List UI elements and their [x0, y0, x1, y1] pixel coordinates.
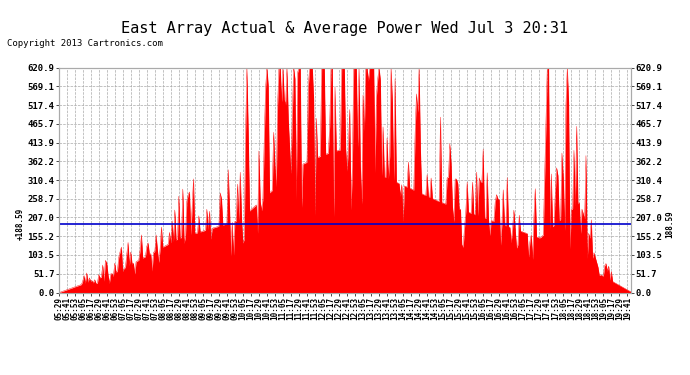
Text: +188.59: +188.59	[15, 208, 24, 240]
Text: East Array Actual & Average Power Wed Jul 3 20:31: East Array Actual & Average Power Wed Ju…	[121, 21, 569, 36]
Text: Copyright 2013 Cartronics.com: Copyright 2013 Cartronics.com	[7, 39, 163, 48]
Text: Average  (DC Watts): Average (DC Watts)	[455, 44, 549, 52]
Text: 188.59: 188.59	[666, 210, 675, 238]
Text: East Array  (DC Watts): East Array (DC Watts)	[568, 44, 678, 52]
